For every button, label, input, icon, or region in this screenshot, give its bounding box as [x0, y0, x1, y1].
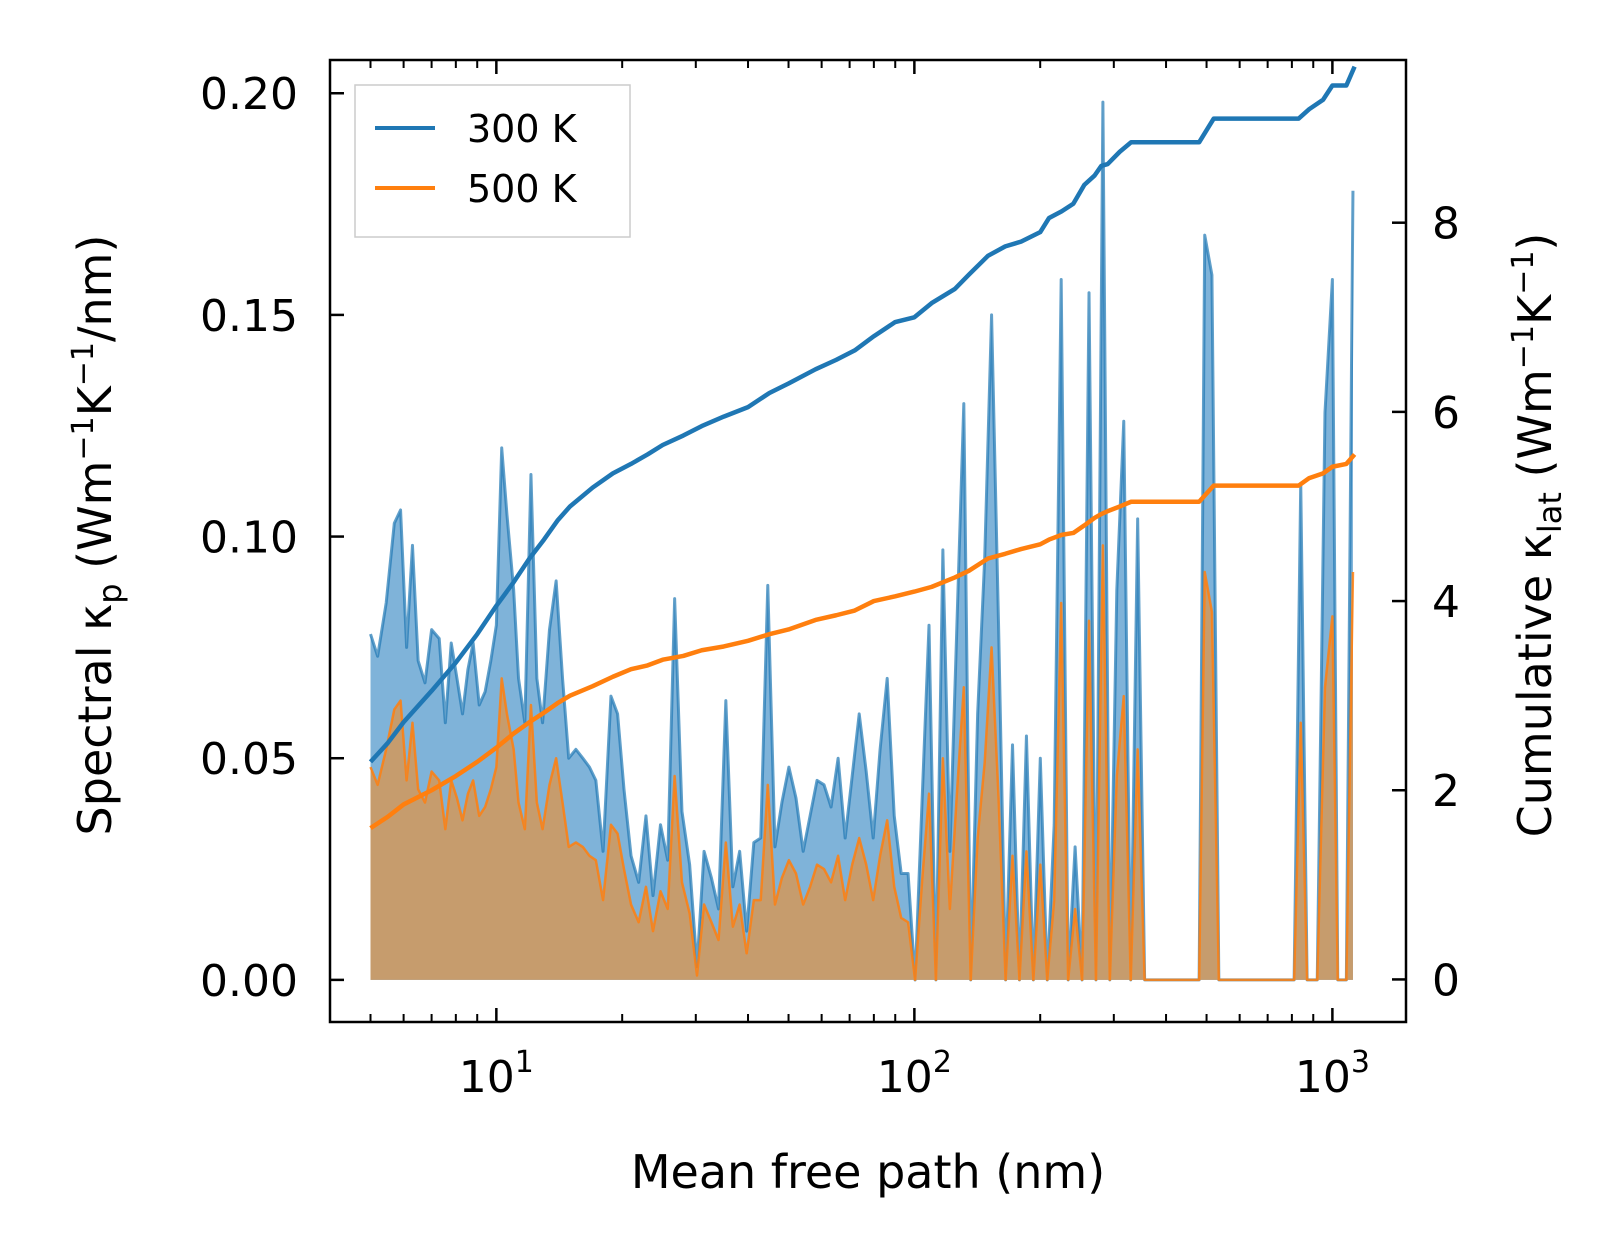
- legend: 300 K 500 K: [354, 84, 631, 238]
- x-tick-label: 102: [877, 1045, 952, 1103]
- cumulative-500k-line: [369, 452, 1357, 830]
- y-left-tick-label: 0.20: [200, 69, 298, 120]
- y-left-tick-label: 0.00: [200, 956, 298, 1007]
- y-left-axis-title: Spectral κp (Wm−1K−1/nm): [66, 235, 129, 836]
- x-tick-label: 101: [459, 1045, 534, 1103]
- y-right-tick-label: 0: [1432, 955, 1460, 1006]
- cumulative-300k-line: [368, 65, 1357, 764]
- legend-label-500k: 500 K: [467, 167, 578, 211]
- plot-area: [368, 65, 1357, 982]
- y-left-tick-label: 0.05: [200, 734, 298, 785]
- plot-frame: [328, 58, 1408, 1024]
- legend-box: [354, 84, 631, 238]
- spectral-500k-line: [369, 544, 1355, 982]
- y-right-axis-title: Cumulative κlat (Wm−1K−1): [1506, 233, 1569, 838]
- spectral-300k-line: [369, 100, 1355, 982]
- y-left-tick-label: 0.15: [200, 291, 298, 342]
- x-tick-label: 103: [1295, 1045, 1370, 1103]
- legend-label-300k: 300 K: [467, 107, 578, 151]
- axes: 101 102 103 0.00 0.05 0.10 0.15 0.20 0 2 4 6 8: [200, 58, 1460, 1103]
- x-axis-title: Mean free path (nm): [631, 1145, 1105, 1199]
- y-right-tick-label: 6: [1432, 388, 1460, 439]
- y-right-tick-label: 2: [1432, 766, 1460, 817]
- y-left-tick-label: 0.10: [200, 513, 298, 564]
- y-right-tick-label: 8: [1432, 199, 1460, 250]
- y-right-tick-label: 4: [1432, 577, 1460, 628]
